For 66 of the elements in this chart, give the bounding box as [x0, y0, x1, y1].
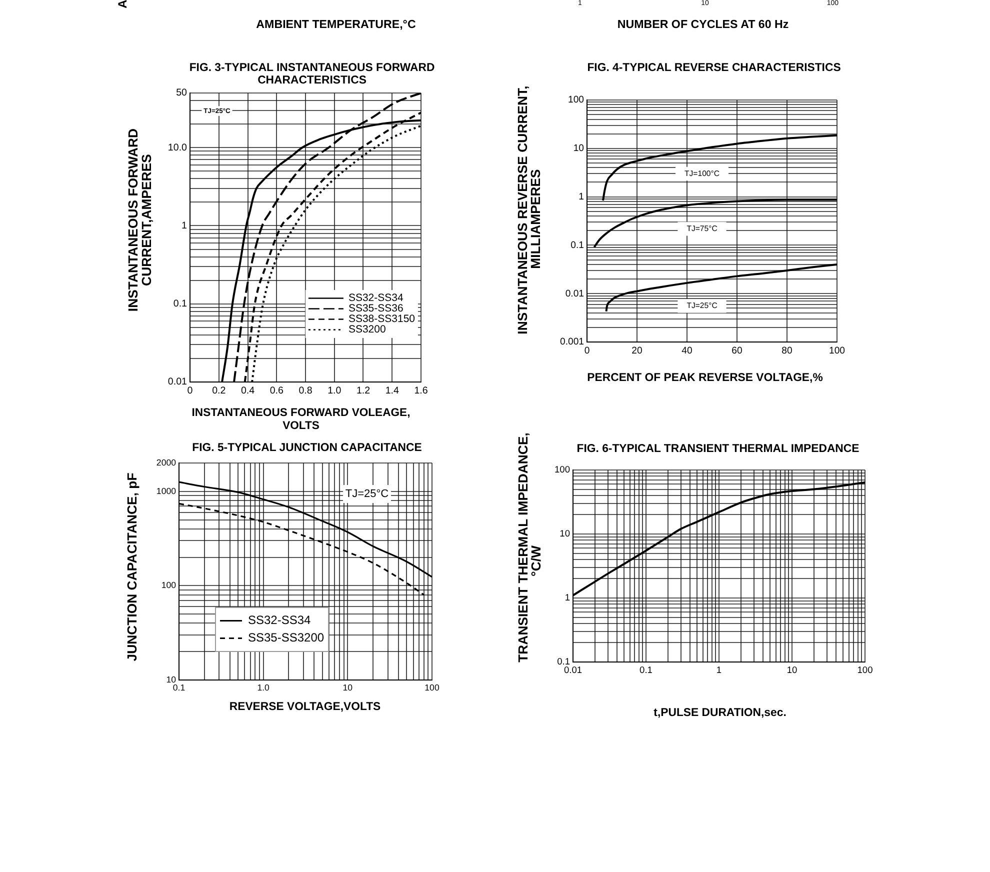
chart-title: FIG. 3-TYPICAL INSTANTANEOUS FORWARD CHARACTERISTICS — [189, 62, 435, 87]
x-tick-label: 0.2 — [212, 386, 226, 397]
x-tick-label: 0.1 — [640, 665, 652, 676]
x-tick-label: 100 — [828, 345, 846, 356]
legend-label: SS3200 — [348, 324, 386, 336]
y-tick-label: 0.01 — [565, 288, 584, 300]
x-tick-label: 40 — [682, 345, 692, 356]
line-series — [602, 134, 837, 202]
legend-label: SS32-SS34 — [248, 613, 312, 628]
line-series — [605, 263, 837, 312]
x-tick-label: 0.4 — [240, 386, 256, 397]
y-tick-label: 1000 — [156, 486, 176, 496]
y-tick-label: 10 — [560, 528, 570, 539]
y-axis-title: TRANSIENT THERMAL IMPEDANCE, °C/W — [516, 432, 544, 662]
x-tick-label: 0 — [187, 386, 194, 397]
x-tick-label: 1.0 — [257, 682, 270, 693]
x-tick-label: 1.0 — [328, 386, 342, 397]
annotation: TJ=25°C — [345, 488, 389, 500]
x-tick-label: 20 — [632, 345, 642, 356]
x-tick-label: 0.8 — [298, 386, 313, 397]
x-tick-label: 0.6 — [270, 386, 284, 397]
legend-label: SS38-SS3150 — [348, 313, 416, 326]
text: NUMBER OF CYCLES AT 60 Hz — [617, 18, 789, 32]
y-tick-label: 1 — [182, 220, 187, 232]
y-tick-label: 100 — [554, 464, 570, 475]
text: A — [115, 0, 130, 8]
y-tick-label: 0.1 — [570, 240, 584, 251]
x-tick-label: 1 — [716, 665, 722, 676]
x-axis-title: REVERSE VOLTAGE,VOLTS — [229, 701, 382, 714]
x-tick-label: 10 — [342, 682, 353, 693]
y-tick-label: 10 — [573, 143, 584, 154]
x-axis-title: PERCENT OF PEAK REVERSE VOLTAGE,% — [587, 372, 823, 384]
text: AMBIENT TEMPERATURE,°C — [256, 18, 416, 32]
x-tick-label: 10 — [786, 665, 798, 676]
line-series — [593, 198, 837, 248]
y-tick-label: 2000 — [156, 457, 176, 468]
x-tick-label: 1.2 — [356, 386, 370, 397]
y-axis-title: INSTANTANEOUS REVERSE CURRENT, MILLIAMPERES — [515, 86, 544, 334]
legend-label: SS32-SS34 — [348, 292, 404, 304]
legend-label: SS35-SS3200 — [248, 630, 324, 645]
chart-title: FIG. 4-TYPICAL REVERSE CHARACTERISTICS — [587, 62, 842, 74]
x-tick-label: 100 — [857, 665, 873, 676]
y-axis-title: JUNCTION CAPACITANCE, pF — [124, 472, 140, 662]
y-tick-label: 0.001 — [560, 336, 584, 348]
x-tick-label: 80 — [782, 345, 792, 356]
y-tick-label: 100 — [161, 580, 176, 590]
y-tick-label: 1 — [578, 191, 584, 202]
y-tick-label: 1 — [564, 592, 570, 603]
y-axis-title: INSTANTANEOUS FORWARD CURRENT,AMPERES — [126, 128, 154, 312]
chart-title: FIG. 5-TYPICAL JUNCTION CAPACITANCE — [192, 442, 422, 454]
x-axis-title: INSTANTANEOUS FORWARD VOLEAGE, VOLTS — [192, 407, 410, 432]
x-tick-label: 1.4 — [385, 386, 400, 397]
y-tick-label: 50 — [176, 88, 188, 99]
x-tick-label: 60 — [732, 345, 742, 356]
y-tick-label: 0.1 — [557, 656, 570, 667]
y-tick-label: 0.01 — [168, 376, 187, 388]
x-tick-label: 0 — [584, 345, 590, 356]
y-tick-label: 10 — [166, 674, 176, 684]
chart-title: FIG. 6-TYPICAL TRANSIENT THERMAL IMPEDANCE — [576, 443, 860, 456]
x-tick-label: 100 — [424, 682, 440, 693]
legend-label: SS35-SS36 — [348, 302, 404, 315]
x-tick-label: 1.6 — [414, 386, 428, 397]
y-tick-label: 100 — [568, 94, 584, 106]
x-axis-title: t,PULSE DURATION,sec. — [654, 707, 786, 720]
y-tick-label: 10.0 — [168, 142, 188, 154]
y-tick-label: 0.1 — [173, 298, 187, 310]
